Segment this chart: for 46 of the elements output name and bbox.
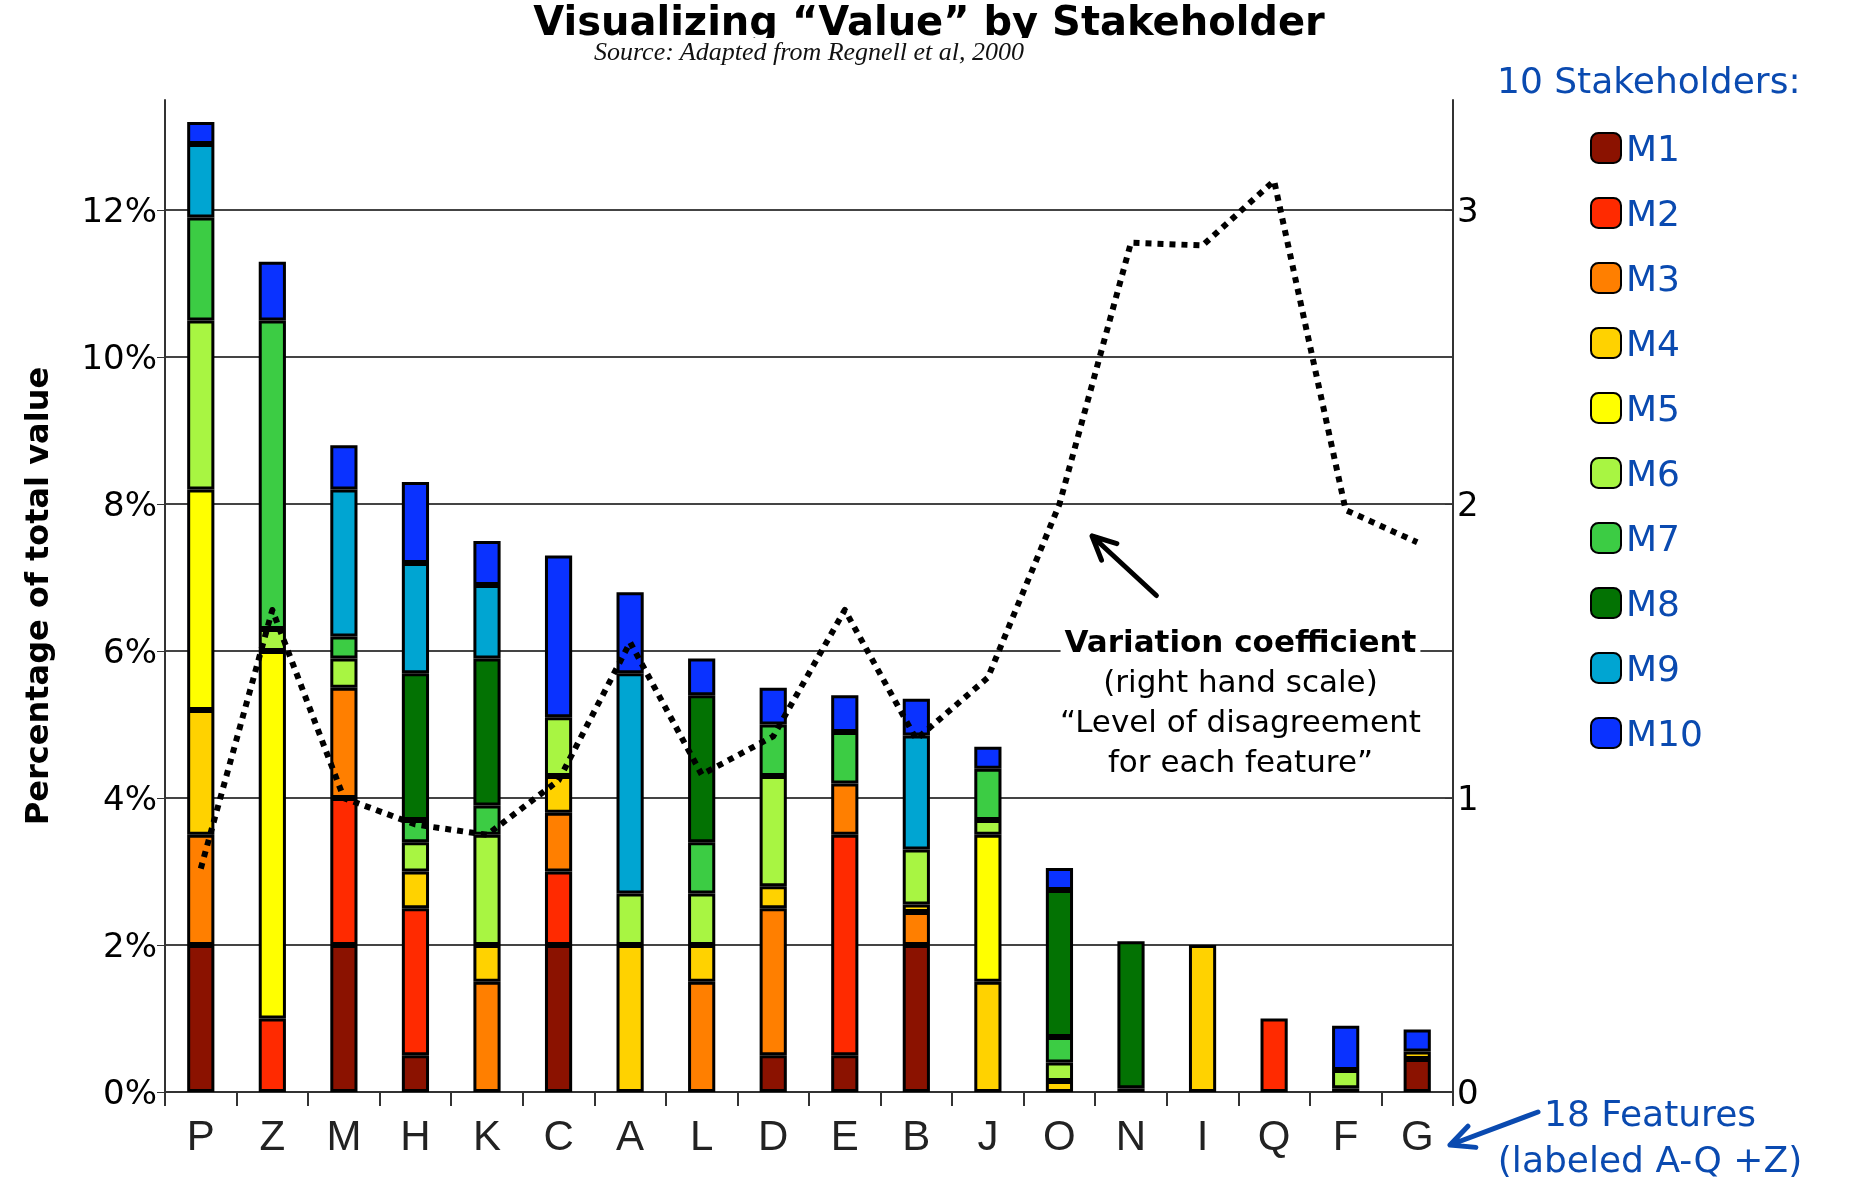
legend-label: M10 xyxy=(1626,712,1703,754)
y-tick-label: 4% xyxy=(103,778,157,819)
bar xyxy=(1188,945,1217,1092)
legend-label: M9 xyxy=(1626,647,1680,689)
x-tick-label: C xyxy=(543,1111,574,1159)
y2-tick-label: 1 xyxy=(1457,778,1479,819)
y-tick-label: 8% xyxy=(103,484,157,525)
x-tick-label: K xyxy=(472,1111,502,1159)
x-tick-label: N xyxy=(1115,1111,1147,1159)
legend-label: M2 xyxy=(1626,192,1680,234)
x-tick-label: A xyxy=(616,1111,645,1159)
bar xyxy=(1117,941,1145,1089)
y2-tick-label: 0 xyxy=(1457,1072,1479,1112)
legend-label: M4 xyxy=(1626,322,1680,364)
x-tick-label: L xyxy=(689,1111,714,1159)
y-tick-label: 0% xyxy=(103,1072,157,1112)
y2-tick-label: 3 xyxy=(1457,190,1479,231)
x-tick-label: Q xyxy=(1257,1111,1291,1159)
y2-tick-label: 2 xyxy=(1457,484,1479,525)
x-tick-label: I xyxy=(1196,1111,1209,1159)
legend-title: 10 Stakeholders: xyxy=(1497,59,1801,101)
x-tick-label: E xyxy=(830,1111,859,1159)
x-tick-label: H xyxy=(400,1111,431,1159)
y-tick-label: 10% xyxy=(81,337,157,378)
x-tick-label: B xyxy=(902,1111,931,1159)
legend-label: M7 xyxy=(1626,517,1680,559)
y-tick-label: 6% xyxy=(103,631,157,672)
legend-label: M1 xyxy=(1626,127,1680,169)
x-tick-label: G xyxy=(1400,1111,1434,1159)
bar xyxy=(1260,1018,1288,1092)
legend-label: M6 xyxy=(1626,452,1680,494)
x-tick-label: D xyxy=(758,1111,789,1159)
x-tick-label: M xyxy=(326,1111,362,1159)
text: 18 Features (labeled A-Q +Z) xyxy=(1497,1092,1803,1180)
y-tick-label: 2% xyxy=(103,925,157,966)
legend-label: M3 xyxy=(1626,257,1680,299)
legend-label: M5 xyxy=(1626,387,1680,429)
y-axis-title: Percentage of total value xyxy=(18,366,56,826)
y-tick-label: 12% xyxy=(81,190,157,231)
x-tick-label: O xyxy=(1043,1111,1076,1159)
x-tick-label: Z xyxy=(259,1111,286,1159)
x-tick-label: J xyxy=(977,1111,999,1159)
annotation: Variation coefficient (right hand scale) “Level of disagreement for each feature” xyxy=(1060,623,1421,780)
x-tick-label: P xyxy=(186,1111,215,1159)
legend-label: M8 xyxy=(1626,582,1680,624)
x-tick-label: F xyxy=(1332,1111,1359,1159)
